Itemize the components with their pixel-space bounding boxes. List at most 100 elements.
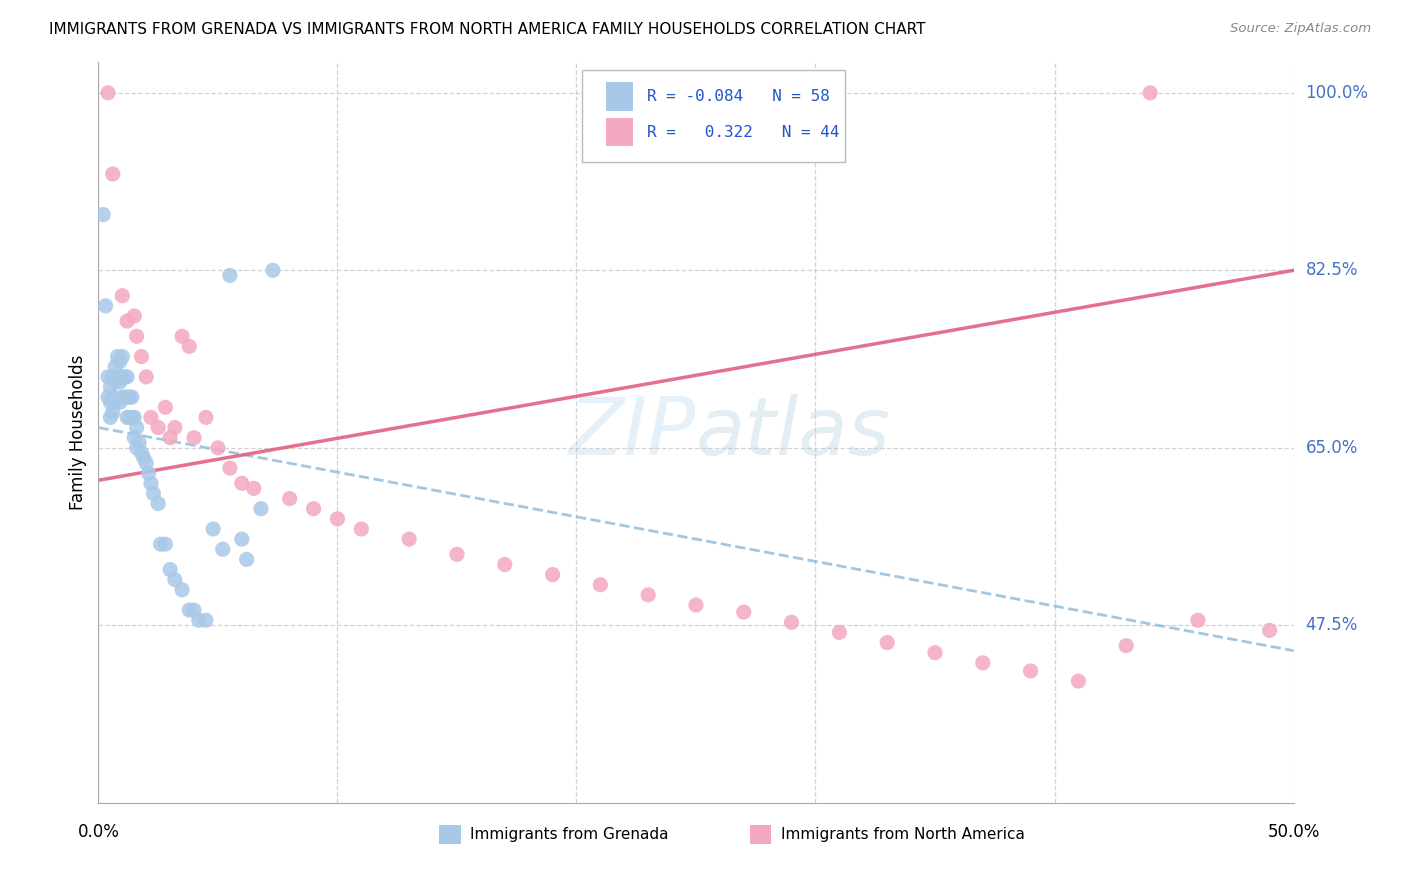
Point xyxy=(924,646,946,660)
Point xyxy=(231,476,253,491)
Point xyxy=(124,431,146,445)
Point xyxy=(115,390,138,404)
Point xyxy=(94,299,117,313)
Point xyxy=(125,329,148,343)
Point xyxy=(104,375,127,389)
Text: 82.5%: 82.5% xyxy=(1306,261,1358,279)
Point xyxy=(115,410,138,425)
Point xyxy=(104,395,127,409)
Text: Source: ZipAtlas.com: Source: ZipAtlas.com xyxy=(1230,22,1371,36)
Point xyxy=(132,450,155,465)
Point xyxy=(163,420,186,434)
Point xyxy=(1187,613,1209,627)
Point xyxy=(159,431,181,445)
Point xyxy=(231,532,253,546)
Point xyxy=(135,456,157,470)
Point xyxy=(128,435,150,450)
Point xyxy=(97,369,120,384)
Text: Immigrants from Grenada: Immigrants from Grenada xyxy=(470,827,669,842)
Point xyxy=(250,501,273,516)
Point xyxy=(121,410,143,425)
Point xyxy=(139,410,162,425)
Point xyxy=(97,86,120,100)
Point xyxy=(97,390,120,404)
Point xyxy=(107,369,129,384)
Point xyxy=(98,380,122,394)
Point xyxy=(101,390,124,404)
Point xyxy=(243,482,266,496)
Point xyxy=(172,329,194,343)
Text: 47.5%: 47.5% xyxy=(1306,616,1358,634)
Point xyxy=(114,390,136,404)
Point xyxy=(115,314,138,328)
Point xyxy=(541,567,564,582)
Point xyxy=(108,395,131,409)
Point xyxy=(219,461,242,475)
Point xyxy=(207,441,229,455)
Point xyxy=(104,359,127,374)
Point xyxy=(326,512,349,526)
Point xyxy=(195,410,218,425)
Point xyxy=(302,501,325,516)
Point xyxy=(637,588,659,602)
Point xyxy=(118,390,141,404)
Point xyxy=(159,562,181,576)
Text: 0.0%: 0.0% xyxy=(77,823,120,841)
Text: 65.0%: 65.0% xyxy=(1306,439,1358,457)
Bar xyxy=(439,825,461,844)
Point xyxy=(108,354,131,368)
Point xyxy=(219,268,242,283)
Point xyxy=(124,309,146,323)
Point xyxy=(1139,86,1161,100)
Point xyxy=(733,605,755,619)
Point xyxy=(111,289,134,303)
Text: atlas: atlas xyxy=(696,393,891,472)
Point xyxy=(187,613,209,627)
Point xyxy=(135,369,157,384)
Point xyxy=(139,476,162,491)
Point xyxy=(235,552,257,566)
Point xyxy=(179,339,201,353)
Point xyxy=(124,410,146,425)
Bar xyxy=(749,825,772,844)
Point xyxy=(114,369,136,384)
Point xyxy=(972,656,994,670)
Point xyxy=(350,522,373,536)
Point xyxy=(98,410,122,425)
Point xyxy=(142,486,165,500)
Point xyxy=(202,522,225,536)
Point xyxy=(163,573,186,587)
Point xyxy=(111,390,134,404)
Text: ZIP: ZIP xyxy=(568,393,696,472)
Point xyxy=(101,167,124,181)
Text: 100.0%: 100.0% xyxy=(1306,84,1368,102)
Point xyxy=(101,405,124,419)
Text: 50.0%: 50.0% xyxy=(1267,823,1320,841)
Point xyxy=(828,625,851,640)
Bar xyxy=(606,118,633,146)
Point xyxy=(1258,624,1281,638)
Point xyxy=(107,350,129,364)
Point xyxy=(398,532,420,546)
Point xyxy=(108,375,131,389)
Point xyxy=(121,390,143,404)
Point xyxy=(118,410,141,425)
Point xyxy=(101,369,124,384)
Text: Immigrants from North America: Immigrants from North America xyxy=(780,827,1025,842)
Point xyxy=(195,613,218,627)
Point xyxy=(183,603,205,617)
FancyBboxPatch shape xyxy=(582,70,845,162)
Point xyxy=(91,208,114,222)
Point xyxy=(125,420,148,434)
Point xyxy=(278,491,301,506)
Point xyxy=(494,558,516,572)
Point xyxy=(138,466,160,480)
Point xyxy=(780,615,803,630)
Point xyxy=(131,446,153,460)
Text: R =   0.322   N = 44: R = 0.322 N = 44 xyxy=(647,125,839,139)
Bar xyxy=(606,82,633,111)
Point xyxy=(1019,664,1042,678)
Point xyxy=(149,537,172,551)
Point xyxy=(111,369,134,384)
Text: IMMIGRANTS FROM GRENADA VS IMMIGRANTS FROM NORTH AMERICA FAMILY HOUSEHOLDS CORRE: IMMIGRANTS FROM GRENADA VS IMMIGRANTS FR… xyxy=(49,22,925,37)
